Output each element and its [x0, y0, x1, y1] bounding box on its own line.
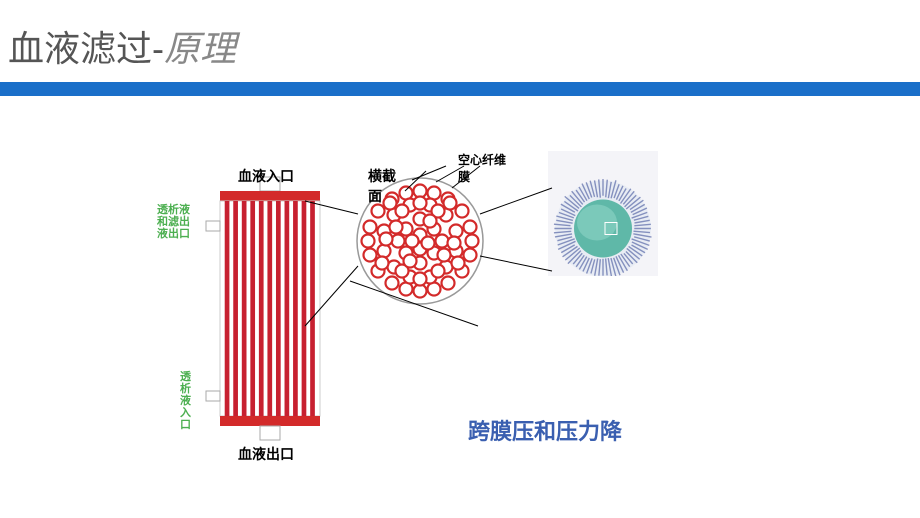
label-dialysate-out: 透析液和滤出液出口: [157, 204, 190, 240]
title-area: 血液滤过-原理: [0, 0, 920, 82]
divider-bar: [0, 82, 920, 96]
title-sub: 原理: [164, 29, 236, 69]
label-dialysate-in: 透析液入口: [180, 371, 191, 431]
diagram: 血液入口 血液出口 横截面 空心纤维膜 透析液和滤出液出口 透析液入口 跨膜压和…: [0, 96, 920, 506]
label-blood-out: 血液出口: [238, 444, 294, 464]
caption-tmp: 跨膜压和压力降: [468, 414, 622, 446]
label-cross-section: 横截面: [368, 166, 396, 206]
title-main: 血液滤过-: [8, 28, 164, 69]
label-hollow-fiber: 空心纤维膜: [458, 151, 506, 185]
label-blood-in: 血液入口: [238, 166, 294, 186]
